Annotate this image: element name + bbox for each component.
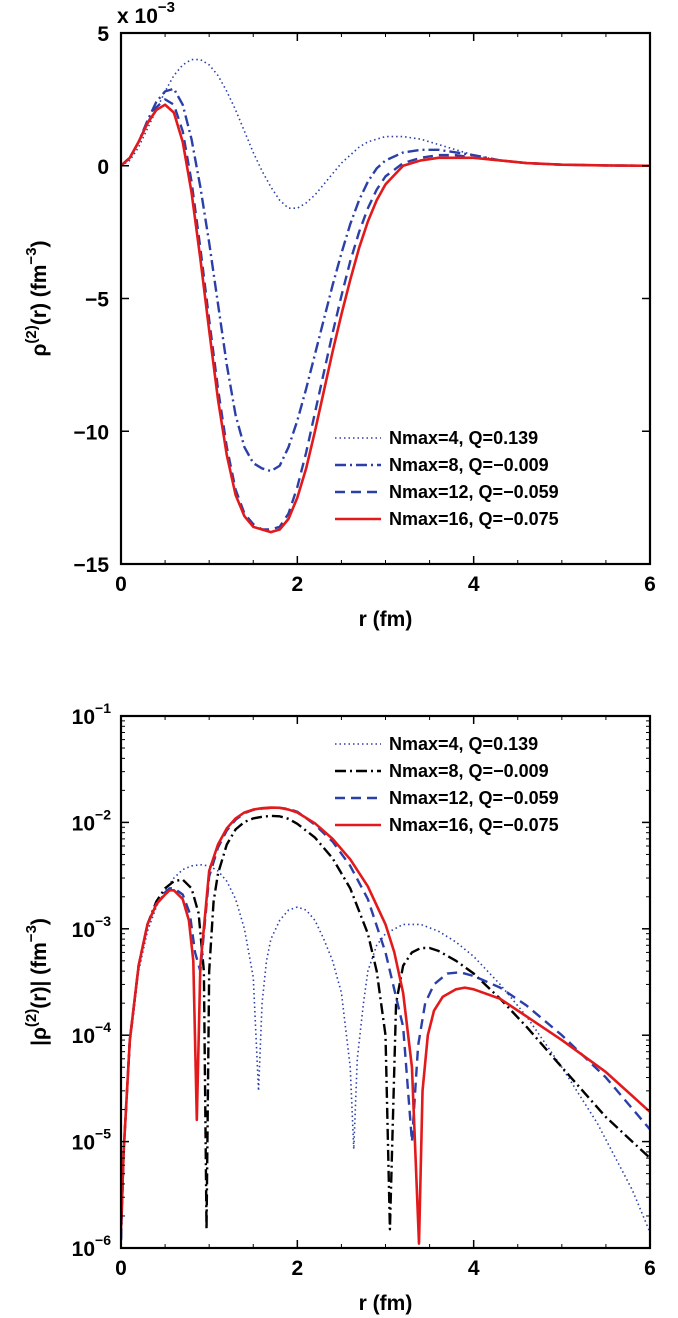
x-tick-label: 6 [644, 573, 656, 596]
x-axis-label: r (fm) [359, 608, 413, 631]
chart-0: 0 2 4 6 5 0 −5 −10 −15 x 10−3 r (fm) ρ(2)(r) (fm−3)… [23, 0, 656, 631]
x-tick-label: 2 [291, 573, 303, 596]
axes-frame [119, 31, 652, 566]
y-tick-label: 10−4 [72, 1019, 112, 1048]
y-tick-label: 10−1 [72, 700, 112, 729]
legend-entry-1: Nmax=8, Q=−0.009 [389, 455, 549, 475]
y-tick-label: −15 [73, 554, 109, 577]
legend-entry-3: Nmax=16, Q=−0.075 [389, 815, 559, 835]
legend-entry-3: Nmax=16, Q=−0.075 [389, 509, 559, 529]
y-tick-label: 5 [97, 23, 109, 46]
series-line-3 [121, 103, 650, 534]
y-tick-label: 10−5 [72, 1126, 112, 1155]
x-tick-label: 4 [468, 1257, 480, 1280]
legend-entry-0: Nmax=4, Q=0.139 [389, 428, 538, 448]
y-tick-label: 10−3 [72, 913, 112, 942]
series-line-2 [121, 806, 650, 1240]
series-line-2 [121, 98, 650, 531]
y-axis-label: |ρ(2)(r)| (fm−3) [23, 918, 51, 1046]
x-tick-label: 0 [115, 573, 127, 596]
y-tick-label: 10−2 [72, 806, 112, 835]
y-axis-label: ρ(2)(r) (fm−3) [23, 240, 51, 356]
legend: Nmax=4, Q=0.139 Nmax=8, Q=−0.009 Nmax=12, … [335, 428, 559, 529]
chart-1: 0 2 4 6 10−1 10−2 10−3 10−4 10−5 10−6 r (fm) |ρ(2)(… [23, 700, 656, 1315]
series-line-1 [121, 87, 650, 473]
x-axis-label: r (fm) [359, 1292, 413, 1315]
legend-entry-2: Nmax=12, Q=−0.059 [389, 482, 559, 502]
y-tick-label: 10−6 [72, 1232, 112, 1261]
y-tick-label: −5 [85, 289, 109, 312]
series-line-0 [121, 863, 650, 1240]
y-tick-label: −10 [73, 421, 109, 444]
legend: Nmax=4, Q=0.139 Nmax=8, Q=−0.009 Nmax=12, … [335, 734, 559, 835]
x-tick-label: 0 [115, 1257, 127, 1280]
series-line-3 [121, 806, 650, 1245]
x-tick-label: 6 [644, 1257, 656, 1280]
series-line-1 [121, 814, 650, 1240]
y-multiplier: x 10−3 [117, 0, 175, 28]
y-tick-label: 0 [97, 156, 109, 179]
legend-entry-0: Nmax=4, Q=0.139 [389, 734, 538, 754]
x-tick-label: 2 [291, 1257, 303, 1280]
legend-entry-2: Nmax=12, Q=−0.059 [389, 788, 559, 808]
x-tick-label: 4 [468, 573, 480, 596]
legend-entry-1: Nmax=8, Q=−0.009 [389, 761, 549, 781]
